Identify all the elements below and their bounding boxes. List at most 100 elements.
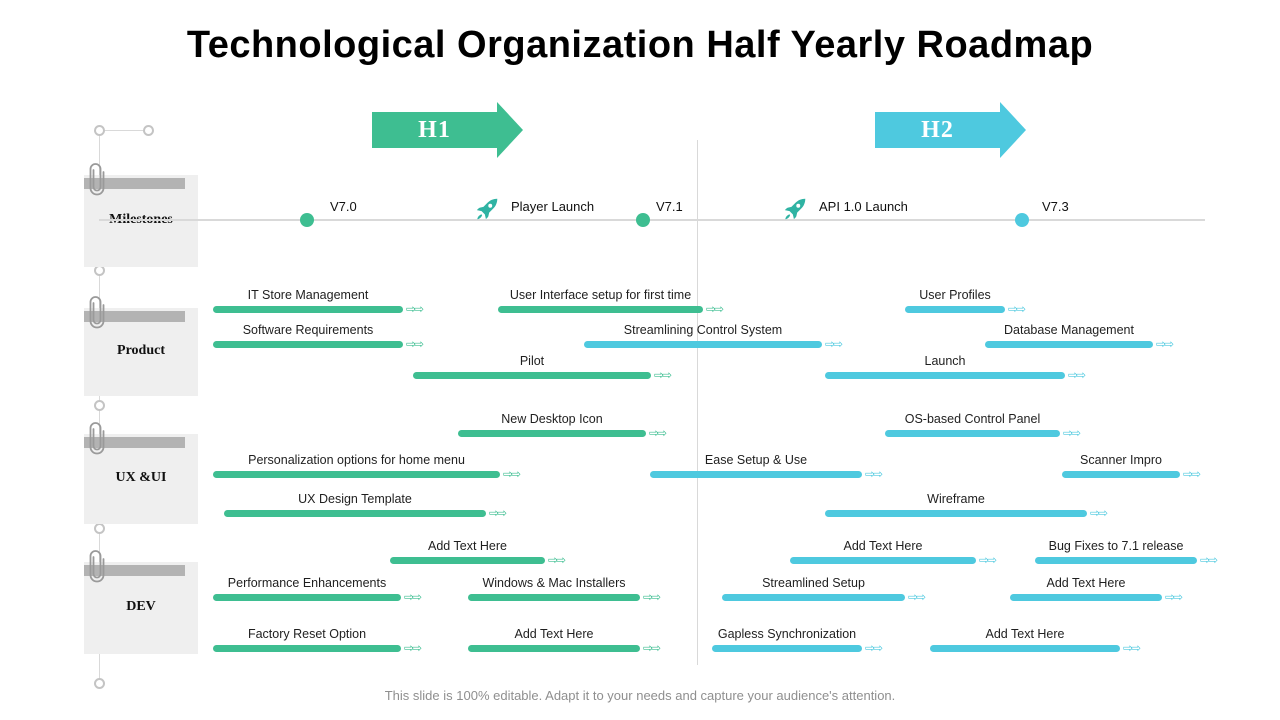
milestone-dot [300,213,314,227]
row-box-topbar [84,178,185,189]
task-label: Software Requirements [242,323,374,337]
task-label: Add Text Here [985,627,1065,641]
task-arrows-icon: ⇨⇨ [865,641,883,655]
paperclip-icon [88,163,106,197]
milestone-dot [1015,213,1029,227]
timeline-node [94,125,105,136]
task-arrows-icon: ⇨⇨ [406,302,424,316]
center-divider-line [697,140,698,665]
half-header-h1-body: H1 [372,112,497,148]
task-arrows-icon: ⇨⇨ [1008,302,1026,316]
task-bar [722,594,905,601]
task-arrows-icon: ⇨⇨ [643,590,661,604]
task-bar [712,645,862,652]
task-arrows-icon: ⇨⇨ [706,302,724,316]
rocket-icon [474,196,500,222]
task-bar [213,645,401,652]
task-arrows-icon: ⇨⇨ [908,590,926,604]
task-bar [498,306,703,313]
task-bar [584,341,822,348]
task-label: Gapless Synchronization [717,627,857,641]
task-label: User Profiles [919,288,991,302]
task-label: Bug Fixes to 7.1 release [1048,539,1184,553]
task-bar [213,341,403,348]
task-bar [930,645,1120,652]
row-label: Product [117,343,165,358]
task-label: Database Management [1004,323,1134,337]
paperclip-icon [88,550,106,584]
task-bar [1010,594,1162,601]
task-bar [1035,557,1197,564]
task-arrows-icon: ⇨⇨ [406,337,424,351]
task-bar [790,557,976,564]
milestone-label: API 1.0 Launch [819,199,908,214]
task-label: Pilot [519,354,545,368]
task-bar [468,594,640,601]
task-label: Add Text Here [514,627,594,641]
task-bar [825,510,1087,517]
task-label: New Desktop Icon [501,412,603,426]
task-arrows-icon: ⇨⇨ [503,467,521,481]
timeline-node [94,678,105,689]
task-arrows-icon: ⇨⇨ [654,368,672,382]
paperclip-icon [88,296,106,330]
task-arrows-icon: ⇨⇨ [1068,368,1086,382]
task-arrows-icon: ⇨⇨ [1200,553,1218,567]
task-bar [825,372,1065,379]
task-bar [905,306,1005,313]
task-arrows-icon: ⇨⇨ [1165,590,1183,604]
paperclip-icon [88,422,106,456]
slide-title: Technological Organization Half Yearly R… [186,24,1094,66]
row-label: UX &UI [115,470,167,485]
task-label: Add Text Here [1046,576,1126,590]
task-arrows-icon: ⇨⇨ [979,553,997,567]
task-bar [650,471,862,478]
task-arrows-icon: ⇨⇨ [404,641,422,655]
timeline-node [94,400,105,411]
milestone-line [99,219,1205,221]
task-bar [1062,471,1180,478]
task-bar [224,510,486,517]
task-label: Personalization options for home menu [248,453,465,467]
task-label: Wireframe [927,492,985,506]
task-label: Performance Enhancements [227,576,387,590]
task-label: Streamlining Control System [623,323,783,337]
timeline-node [143,125,154,136]
task-label: Ease Setup & Use [704,453,808,467]
task-bar [390,557,545,564]
task-bar [458,430,646,437]
task-bar [885,430,1060,437]
task-label: Factory Reset Option [247,627,367,641]
task-label: Add Text Here [843,539,923,553]
task-label: Streamlined Setup [762,576,865,590]
half-header-h2-arrowhead-icon [1000,102,1026,158]
task-label: Scanner Impro [1080,453,1162,467]
task-bar [413,372,651,379]
task-label: User Interface setup for first time [509,288,692,302]
task-arrows-icon: ⇨⇨ [1063,426,1081,440]
timeline-node [94,523,105,534]
task-arrows-icon: ⇨⇨ [1183,467,1201,481]
milestone-label: V7.0 [330,199,357,214]
task-bar [985,341,1153,348]
row-label: DEV [126,599,156,614]
row-box-topbar [84,437,185,448]
task-arrows-icon: ⇨⇨ [865,467,883,481]
milestone-label: V7.3 [1042,199,1069,214]
milestone-label: Player Launch [511,199,595,214]
task-bar [213,594,401,601]
task-arrows-icon: ⇨⇨ [1090,506,1108,520]
task-arrows-icon: ⇨⇨ [404,590,422,604]
task-arrows-icon: ⇨⇨ [1156,337,1174,351]
milestone-label: V7.1 [656,199,683,214]
half-header-h2-body: H2 [875,112,1000,148]
task-label: UX Design Template [298,492,412,506]
task-arrows-icon: ⇨⇨ [649,426,667,440]
milestone-dot [636,213,650,227]
task-arrows-icon: ⇨⇨ [643,641,661,655]
task-arrows-icon: ⇨⇨ [1123,641,1141,655]
row-box-topbar [84,311,185,322]
timeline-connector-line [99,130,148,131]
task-label: IT Store Management [247,288,369,302]
task-arrows-icon: ⇨⇨ [489,506,507,520]
